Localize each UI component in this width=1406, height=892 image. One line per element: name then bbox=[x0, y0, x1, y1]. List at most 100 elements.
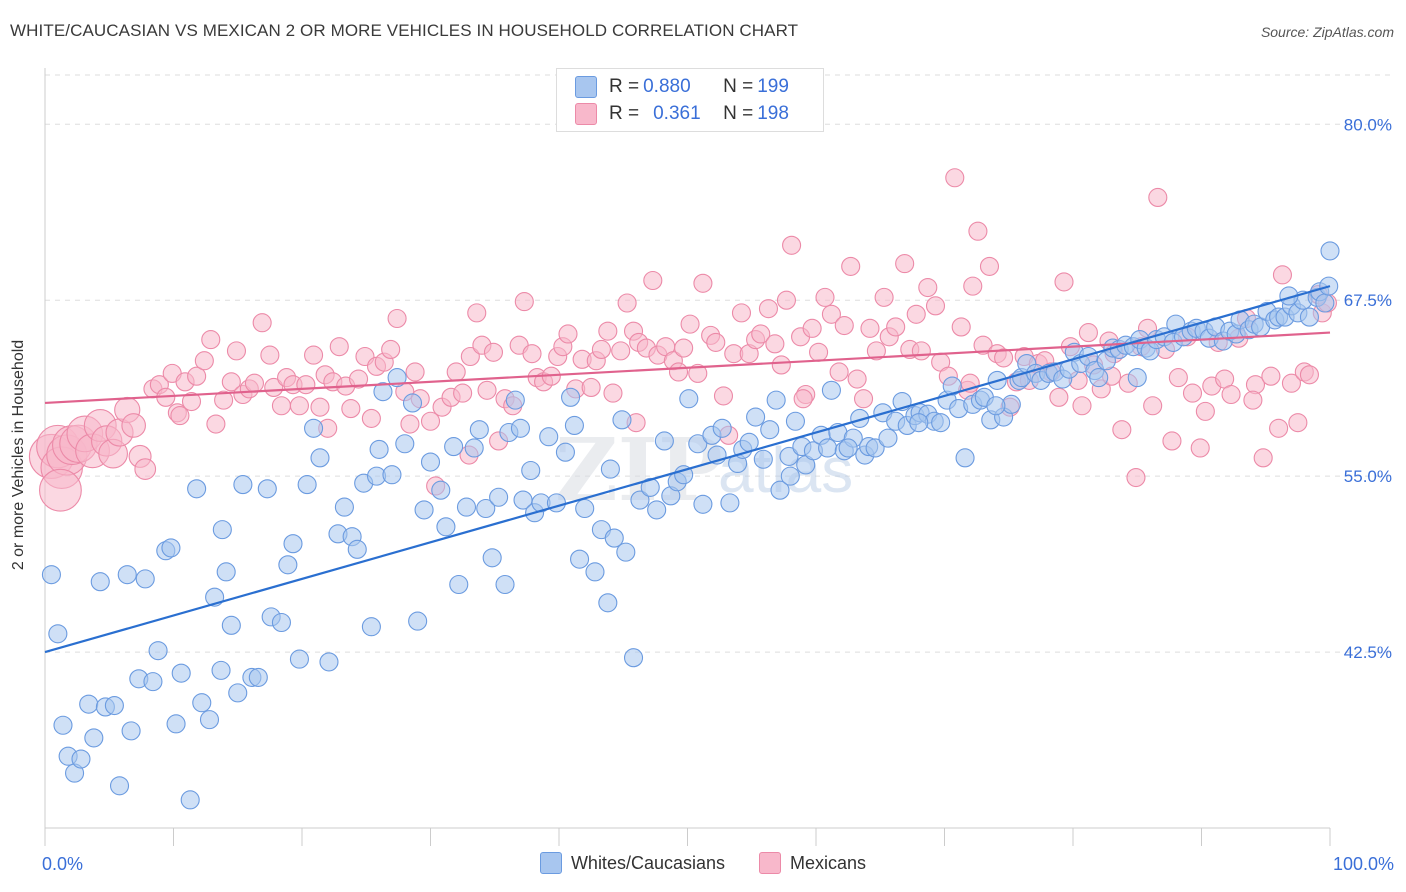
mexican-point bbox=[467, 303, 487, 323]
mexican-point bbox=[1243, 390, 1263, 410]
white-point bbox=[187, 479, 207, 499]
mexican-point bbox=[765, 334, 785, 354]
white-point bbox=[271, 612, 291, 633]
white-point bbox=[679, 389, 699, 409]
mexican-point bbox=[758, 299, 779, 319]
white-point bbox=[71, 749, 91, 769]
x-tick-label: 0.0% bbox=[42, 854, 83, 874]
white-point bbox=[482, 548, 502, 568]
legend-swatch-whites bbox=[539, 852, 562, 874]
legend-r-value: 0.880 bbox=[643, 76, 691, 97]
white-point bbox=[180, 790, 200, 810]
white-point bbox=[510, 418, 531, 438]
mexican-point bbox=[310, 397, 330, 417]
mexican-point bbox=[1054, 272, 1074, 292]
legend-row-mexicans: R = 0.361 N = 198 bbox=[575, 103, 789, 125]
mexican-point bbox=[809, 342, 829, 362]
mexican-point bbox=[668, 362, 689, 382]
white-point bbox=[310, 448, 330, 468]
white-point bbox=[838, 438, 858, 458]
white-point bbox=[865, 438, 885, 458]
white-point bbox=[720, 493, 740, 513]
white-point bbox=[402, 393, 423, 413]
mexican-point bbox=[611, 341, 631, 361]
white-point bbox=[600, 459, 620, 479]
mexican-point bbox=[802, 318, 822, 338]
mexican-point bbox=[979, 256, 1000, 276]
mexican-point bbox=[951, 317, 971, 337]
mexican-point bbox=[201, 330, 221, 350]
mexican-point bbox=[776, 290, 796, 310]
legend-r-label: R = bbox=[609, 76, 640, 97]
white-point bbox=[604, 528, 624, 548]
white-point bbox=[585, 562, 605, 582]
mexican-point bbox=[1253, 448, 1273, 468]
white-point bbox=[1127, 368, 1147, 388]
mexican-point bbox=[341, 399, 361, 419]
mexican-point bbox=[706, 332, 726, 352]
white-point bbox=[785, 411, 805, 431]
white-point bbox=[211, 660, 231, 680]
white-point bbox=[688, 434, 708, 454]
mexican-point bbox=[643, 270, 663, 291]
legend-swatch-whites bbox=[575, 76, 597, 98]
white-point bbox=[79, 694, 99, 714]
mexican-point bbox=[925, 296, 946, 316]
white-point bbox=[818, 438, 838, 458]
white-point bbox=[387, 368, 407, 388]
white-point bbox=[760, 420, 780, 440]
white-point bbox=[431, 480, 451, 500]
white-point bbox=[382, 465, 402, 485]
mexican-point bbox=[1299, 365, 1319, 385]
mexican-point bbox=[361, 408, 381, 428]
white-point bbox=[148, 641, 168, 661]
white-point bbox=[221, 615, 241, 635]
mexican-point bbox=[1168, 368, 1188, 388]
grid-lines bbox=[45, 74, 1395, 653]
white-point bbox=[1320, 241, 1340, 261]
source-label: Source: ZipAtlas.com bbox=[1260, 24, 1394, 40]
mexican-point bbox=[1182, 383, 1203, 403]
white-point bbox=[53, 715, 73, 735]
mexican-point bbox=[911, 341, 931, 361]
mexican-point bbox=[847, 369, 867, 389]
white-point bbox=[104, 695, 124, 716]
mexican-point bbox=[264, 377, 284, 398]
white-point bbox=[570, 549, 590, 569]
white-point bbox=[121, 721, 141, 741]
white-point bbox=[192, 693, 212, 713]
mexican-point bbox=[271, 396, 291, 416]
mexican-point bbox=[1272, 265, 1293, 285]
mexican-point bbox=[841, 256, 861, 276]
white-point bbox=[598, 593, 618, 613]
mexican-point bbox=[405, 362, 425, 382]
mexican-point bbox=[170, 406, 190, 426]
mexican-point bbox=[693, 273, 713, 293]
mexican-point bbox=[1143, 396, 1163, 416]
white-point bbox=[436, 517, 456, 537]
legend-r-label: R = bbox=[609, 103, 640, 124]
mexican-point bbox=[731, 303, 752, 323]
correlation-legend: R = 0.880 N = 199 R = 0.361 N = 198 bbox=[556, 68, 824, 132]
legend-n-value: 199 bbox=[757, 76, 789, 97]
white-point bbox=[693, 494, 713, 514]
white-point bbox=[616, 542, 636, 562]
mexicans-trend-line bbox=[44, 331, 1331, 405]
trend-lines bbox=[44, 285, 1331, 654]
white-point bbox=[712, 418, 732, 438]
white-point bbox=[199, 710, 220, 730]
white-point bbox=[766, 390, 786, 410]
series-legend: Whites/Caucasians Mexicans bbox=[0, 852, 1406, 874]
white-point bbox=[630, 490, 650, 510]
mexican-point bbox=[591, 339, 611, 360]
white-point bbox=[395, 434, 415, 454]
mexican-point bbox=[973, 335, 993, 355]
white-point bbox=[408, 611, 428, 631]
white-point bbox=[878, 428, 898, 448]
mexican-point bbox=[420, 411, 441, 431]
white-point bbox=[955, 448, 975, 468]
white-point bbox=[495, 574, 515, 595]
mexican-point bbox=[815, 287, 835, 307]
legend-row-whites: R = 0.880 N = 199 bbox=[575, 76, 789, 98]
whites-trend-line bbox=[44, 285, 1331, 654]
